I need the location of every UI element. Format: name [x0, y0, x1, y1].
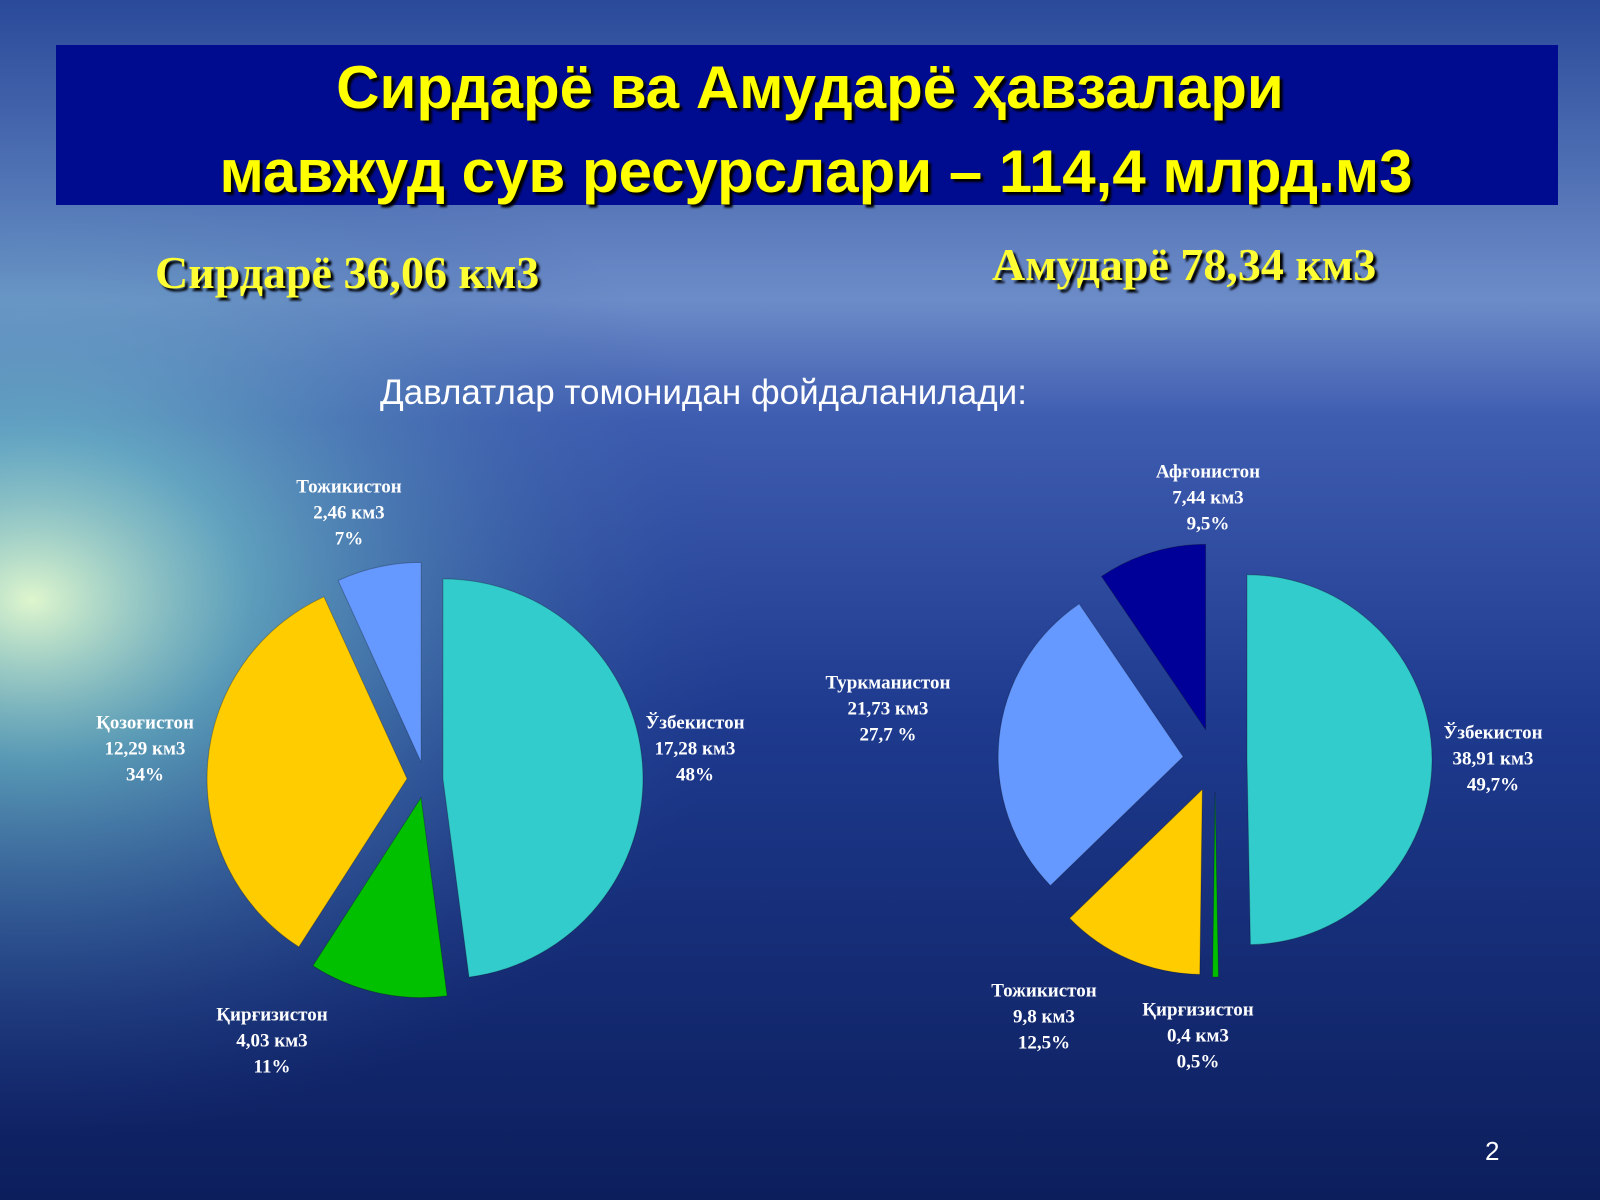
- pie-slice: [1246, 574, 1433, 946]
- slice-label-value: 12,29 км3: [105, 738, 186, 759]
- pie-slice: [1212, 791, 1219, 978]
- slice-label-name: Қирғизистон: [1142, 999, 1253, 1020]
- slice-label-value: 4,03 км3: [236, 1030, 307, 1051]
- slice-label-name: Ўзбекистон: [1443, 721, 1542, 743]
- slice-label-percent: 27,7 %: [860, 724, 917, 745]
- title-box: [56, 45, 1558, 205]
- slice-label-name: Тожикистон: [296, 476, 401, 497]
- slice-label-value: 9,8 км3: [1013, 1006, 1075, 1027]
- pie-slice: [1100, 543, 1207, 732]
- slice-label-name: Афғонистон: [1156, 461, 1260, 482]
- slice-label-value: 0,4 км3: [1167, 1025, 1229, 1046]
- slice-label-percent: 49,7%: [1467, 774, 1519, 795]
- slice-label-percent: 9,5%: [1187, 513, 1230, 534]
- slice-label-value: 7,44 км3: [1172, 487, 1243, 508]
- pie-slice: [337, 561, 422, 763]
- slice-label-percent: 11%: [254, 1056, 291, 1077]
- slice-label-name: Ўзбекистон: [645, 711, 744, 733]
- slice-label-name: Қозоғистон: [96, 712, 194, 733]
- slice-label-value: 2,46 км3: [313, 502, 384, 523]
- chart-title: Амударё 78,34 км3: [992, 239, 1376, 290]
- slice-label-percent: 7%: [335, 528, 364, 549]
- pie-slice: [312, 796, 448, 999]
- slice-label-name: Туркманистон: [826, 672, 951, 693]
- pie-slice: [997, 603, 1184, 887]
- title-line: Сирдарё ва Амударё ҳавзалари: [336, 54, 1284, 121]
- chart-title: Сирдарё 36,06 км3: [155, 247, 539, 298]
- pie-slice: [206, 596, 408, 948]
- slice-label-value: 21,73 км3: [848, 698, 929, 719]
- slice-label-percent: 0,5%: [1177, 1051, 1220, 1072]
- pie-slice: [1068, 788, 1203, 975]
- slice-label-percent: 34%: [126, 764, 164, 785]
- subtitle: Давлатлар томонидан фойдаланилади:: [380, 373, 1027, 412]
- slice-label-percent: 12,5%: [1018, 1032, 1070, 1053]
- slice-label-value: 17,28 км3: [655, 738, 736, 759]
- page-number: 2: [1485, 1136, 1499, 1166]
- pie-slice: [442, 578, 644, 978]
- slice-label-value: 38,91 км3: [1453, 748, 1534, 769]
- slice-label-percent: 48%: [676, 764, 714, 785]
- slice-label-name: Қирғизистон: [216, 1004, 327, 1025]
- title-line: мавжуд сув ресурслари – 114,4 млрд.м3: [219, 138, 1412, 205]
- slice-label-name: Тожикистон: [991, 980, 1096, 1001]
